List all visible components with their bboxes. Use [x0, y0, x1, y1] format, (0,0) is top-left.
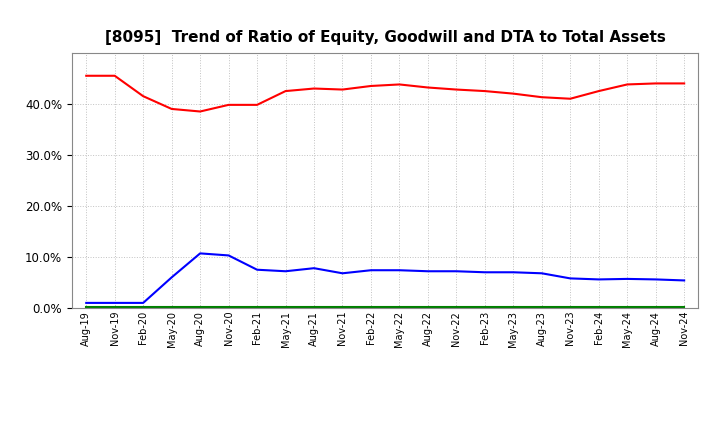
Equity	[310, 86, 318, 91]
Equity	[623, 82, 631, 87]
Goodwill	[310, 266, 318, 271]
Deferred Tax Assets	[595, 304, 603, 310]
Goodwill	[225, 253, 233, 258]
Deferred Tax Assets	[509, 304, 518, 310]
Line: Goodwill: Goodwill	[86, 253, 684, 303]
Equity	[452, 87, 461, 92]
Deferred Tax Assets	[423, 304, 432, 310]
Deferred Tax Assets	[366, 304, 375, 310]
Equity	[680, 81, 688, 86]
Goodwill	[110, 300, 119, 305]
Equity	[566, 96, 575, 101]
Goodwill	[167, 275, 176, 280]
Equity	[110, 73, 119, 78]
Equity	[253, 102, 261, 107]
Goodwill	[537, 271, 546, 276]
Deferred Tax Assets	[167, 304, 176, 310]
Goodwill	[366, 268, 375, 273]
Goodwill	[338, 271, 347, 276]
Goodwill	[623, 276, 631, 282]
Goodwill	[196, 251, 204, 256]
Deferred Tax Assets	[566, 304, 575, 310]
Equity	[338, 87, 347, 92]
Goodwill	[452, 268, 461, 274]
Deferred Tax Assets	[310, 304, 318, 310]
Equity	[196, 109, 204, 114]
Title: [8095]  Trend of Ratio of Equity, Goodwill and DTA to Total Assets: [8095] Trend of Ratio of Equity, Goodwil…	[105, 29, 665, 45]
Goodwill	[282, 268, 290, 274]
Equity	[225, 102, 233, 107]
Deferred Tax Assets	[452, 304, 461, 310]
Equity	[139, 94, 148, 99]
Goodwill	[395, 268, 404, 273]
Equity	[423, 85, 432, 90]
Goodwill	[566, 276, 575, 281]
Goodwill	[423, 268, 432, 274]
Goodwill	[480, 270, 489, 275]
Deferred Tax Assets	[139, 304, 148, 310]
Equity	[652, 81, 660, 86]
Equity	[82, 73, 91, 78]
Deferred Tax Assets	[680, 304, 688, 310]
Deferred Tax Assets	[480, 304, 489, 310]
Goodwill	[595, 277, 603, 282]
Line: Equity: Equity	[86, 76, 684, 111]
Deferred Tax Assets	[110, 304, 119, 310]
Goodwill	[253, 267, 261, 272]
Equity	[395, 82, 404, 87]
Equity	[595, 88, 603, 94]
Equity	[480, 88, 489, 94]
Equity	[366, 83, 375, 88]
Equity	[282, 88, 290, 94]
Deferred Tax Assets	[338, 304, 347, 310]
Goodwill	[139, 300, 148, 305]
Equity	[167, 106, 176, 112]
Deferred Tax Assets	[395, 304, 404, 310]
Equity	[509, 91, 518, 96]
Deferred Tax Assets	[225, 304, 233, 310]
Goodwill	[680, 278, 688, 283]
Deferred Tax Assets	[82, 304, 91, 310]
Deferred Tax Assets	[196, 304, 204, 310]
Deferred Tax Assets	[652, 304, 660, 310]
Goodwill	[82, 300, 91, 305]
Equity	[537, 95, 546, 100]
Goodwill	[652, 277, 660, 282]
Deferred Tax Assets	[537, 304, 546, 310]
Deferred Tax Assets	[282, 304, 290, 310]
Deferred Tax Assets	[253, 304, 261, 310]
Deferred Tax Assets	[623, 304, 631, 310]
Goodwill	[509, 270, 518, 275]
